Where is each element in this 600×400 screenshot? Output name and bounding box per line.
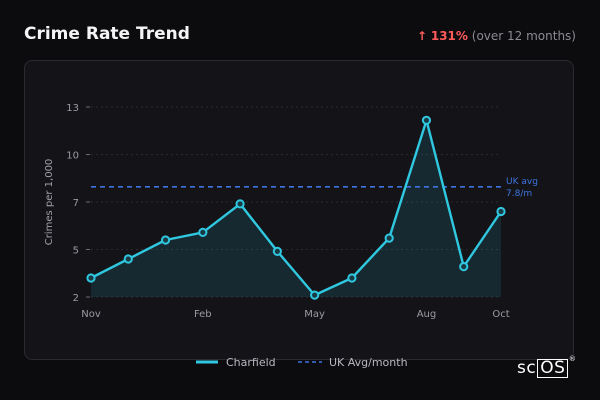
- scos-logo: sc OS ®: [517, 355, 577, 378]
- series-points: [86, 115, 506, 300]
- series-line-charfield: [90, 119, 502, 297]
- x-tick-label: Feb: [194, 309, 212, 320]
- data-point: [198, 227, 208, 237]
- chart-card: [24, 60, 574, 360]
- grid-lines: [91, 106, 501, 298]
- legend-label-charfield: Charfield: [226, 356, 276, 369]
- data-point: [160, 235, 171, 245]
- data-point: [86, 273, 96, 283]
- data-point: [384, 233, 394, 243]
- x-tick-label: Oct: [492, 309, 509, 320]
- x-axis-ticks: Nov Feb May Aug Oct: [81, 309, 509, 320]
- y-tick-label: 13: [66, 103, 79, 114]
- uk-average-value: 7.8/m: [506, 189, 532, 199]
- x-tick-label: Aug: [417, 309, 437, 320]
- data-point: [496, 206, 506, 217]
- y-tick-label: 2: [73, 293, 79, 304]
- uk-average-label: UK avg: [506, 177, 538, 187]
- change-percent: 131%: [430, 29, 468, 43]
- up-arrow-icon: ↑: [416, 29, 428, 43]
- y-tick-label: 7: [73, 198, 79, 209]
- y-tick-label: 5: [73, 246, 79, 257]
- y-axis-label: Crimes per 1,000: [44, 159, 55, 246]
- x-tick-label: May: [304, 309, 325, 320]
- y-tick-label: 10: [66, 151, 79, 162]
- legend-label-uk-avg: UK Avg/month: [329, 356, 408, 369]
- chart-title: Crime Rate Trend: [24, 24, 190, 44]
- y-axis-ticks: 2 5 7 10 13: [66, 103, 90, 304]
- data-point: [123, 254, 133, 264]
- change-indicator: ↑ 131% (over 12 months): [417, 29, 576, 43]
- data-point: [310, 290, 320, 300]
- change-period: (over 12 months): [471, 29, 576, 43]
- data-point: [272, 246, 282, 256]
- data-point: [347, 273, 357, 283]
- x-tick-label: Nov: [81, 309, 101, 320]
- data-point: [235, 199, 245, 209]
- data-point: [459, 262, 469, 272]
- legend: Charfield UK Avg/month: [196, 356, 408, 369]
- data-point: [421, 115, 432, 125]
- series-area-fill: [91, 120, 501, 297]
